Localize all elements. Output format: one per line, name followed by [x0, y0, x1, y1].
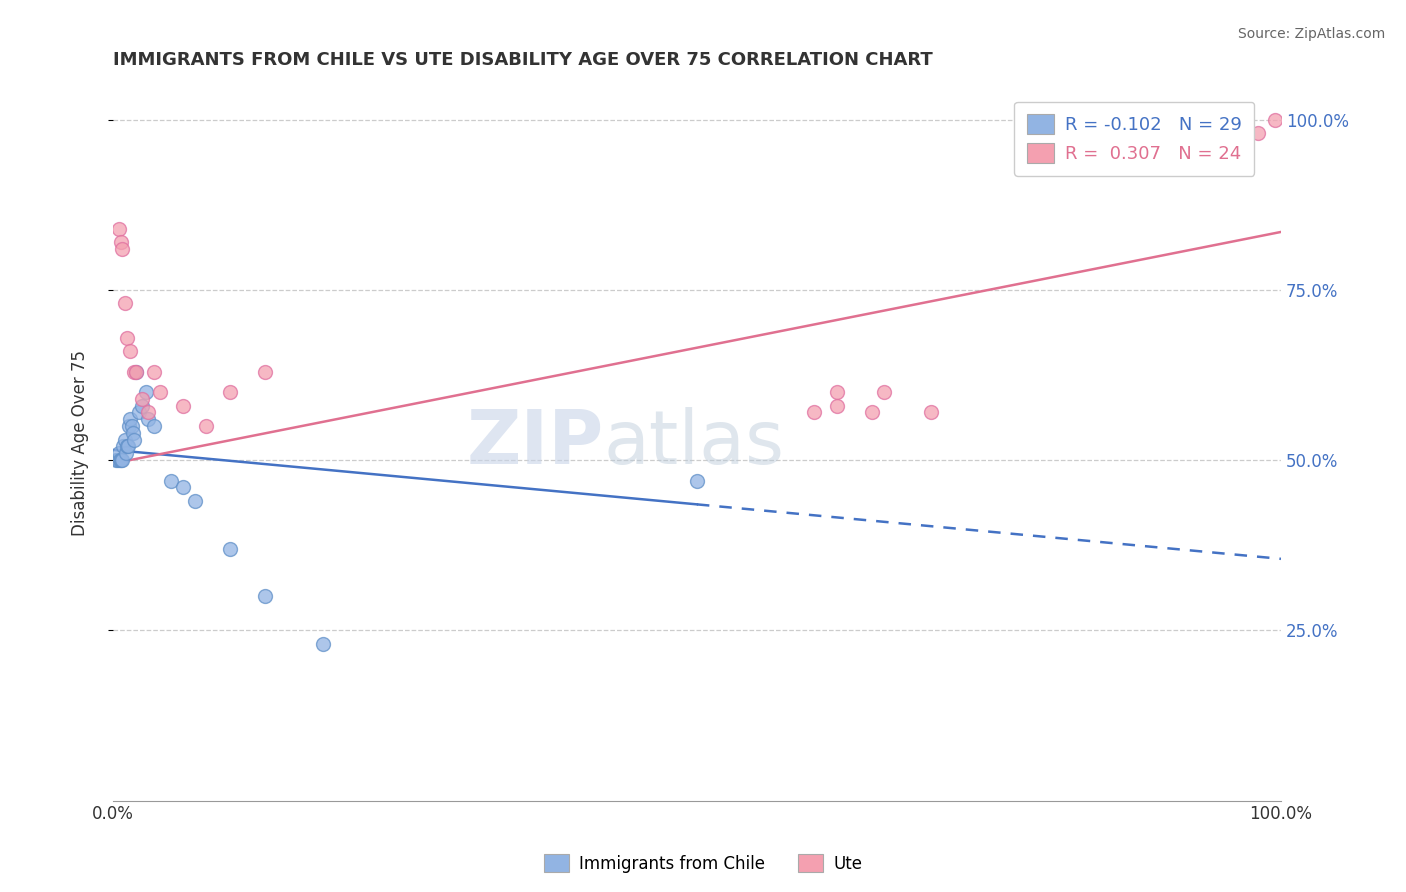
- Point: [135, 384, 157, 399]
- Point: [111, 453, 134, 467]
- Point: [218, 384, 240, 399]
- Point: [920, 405, 942, 419]
- Point: [121, 419, 143, 434]
- Point: [172, 480, 194, 494]
- Point: [142, 419, 165, 434]
- Point: [686, 474, 709, 488]
- Point: [195, 419, 218, 434]
- Point: [131, 392, 153, 406]
- Point: [253, 365, 276, 379]
- Point: [873, 384, 896, 399]
- Point: [107, 453, 129, 467]
- Point: [148, 384, 170, 399]
- Point: [112, 440, 135, 454]
- Point: [107, 446, 129, 460]
- Point: [121, 425, 143, 440]
- Point: [1264, 112, 1286, 127]
- Text: Source: ZipAtlas.com: Source: ZipAtlas.com: [1237, 27, 1385, 41]
- Point: [108, 453, 131, 467]
- Point: [122, 433, 145, 447]
- Legend: R = -0.102   N = 29, R =  0.307   N = 24: R = -0.102 N = 29, R = 0.307 N = 24: [1014, 102, 1254, 176]
- Text: atlas: atlas: [603, 407, 785, 480]
- Point: [312, 637, 335, 651]
- Point: [128, 405, 150, 419]
- Point: [142, 365, 165, 379]
- Point: [825, 384, 848, 399]
- Point: [860, 405, 883, 419]
- Point: [110, 235, 132, 249]
- Point: [131, 399, 153, 413]
- Text: IMMIGRANTS FROM CHILE VS UTE DISABILITY AGE OVER 75 CORRELATION CHART: IMMIGRANTS FROM CHILE VS UTE DISABILITY …: [112, 51, 932, 69]
- Point: [122, 365, 145, 379]
- Point: [110, 453, 132, 467]
- Point: [120, 344, 142, 359]
- Point: [136, 412, 159, 426]
- Point: [125, 365, 148, 379]
- Point: [253, 590, 276, 604]
- Point: [1246, 126, 1268, 140]
- Point: [115, 440, 138, 454]
- Y-axis label: Disability Age Over 75: Disability Age Over 75: [72, 350, 89, 536]
- Point: [118, 419, 141, 434]
- Point: [172, 399, 194, 413]
- Point: [117, 440, 139, 454]
- Text: ZIP: ZIP: [467, 407, 603, 480]
- Point: [114, 433, 136, 447]
- Point: [114, 446, 136, 460]
- Point: [218, 541, 240, 556]
- Point: [136, 405, 159, 419]
- Point: [120, 412, 142, 426]
- Point: [107, 221, 129, 235]
- Point: [825, 399, 848, 413]
- Point: [105, 453, 128, 467]
- Point: [115, 330, 138, 344]
- Point: [803, 405, 825, 419]
- Point: [114, 296, 136, 310]
- Point: [160, 474, 183, 488]
- Point: [111, 242, 134, 256]
- Point: [125, 365, 148, 379]
- Legend: Immigrants from Chile, Ute: Immigrants from Chile, Ute: [537, 847, 869, 880]
- Point: [183, 494, 205, 508]
